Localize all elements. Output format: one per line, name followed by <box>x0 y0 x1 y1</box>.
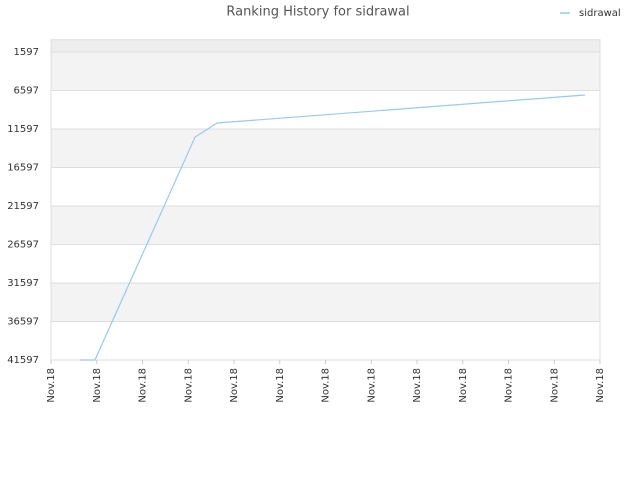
x-tick-label: Nov.18 <box>321 368 332 403</box>
y-tick-label: 16597 <box>7 162 39 173</box>
y-tick-label: 21597 <box>7 201 39 212</box>
grid-band <box>51 128 600 168</box>
x-tick-label: Nov.18 <box>412 368 423 403</box>
grid-band <box>51 282 600 322</box>
data-line <box>79 94 585 361</box>
x-tick-label: Nov.18 <box>183 368 194 403</box>
y-tick-label: 11597 <box>7 124 39 135</box>
y-tick-label: 36597 <box>7 316 39 327</box>
x-tick-label: Nov.18 <box>366 368 377 403</box>
chart-title: Ranking History for sidrawal <box>226 5 409 20</box>
x-tick-label: Nov.18 <box>275 368 286 403</box>
grid-band <box>51 51 600 91</box>
x-tick-label: Nov.18 <box>458 368 469 403</box>
x-tick-label: Nov.18 <box>46 368 57 403</box>
grid-band <box>51 205 600 245</box>
y-tick-label: 26597 <box>7 239 39 250</box>
x-tick-label: Nov.18 <box>549 368 560 403</box>
top-band <box>51 39 600 52</box>
x-tick-label: Nov.18 <box>595 368 606 403</box>
y-tick-label: 1597 <box>14 47 39 58</box>
x-tick-label: Nov.18 <box>229 368 240 403</box>
y-tick-label: 6597 <box>14 85 39 96</box>
x-tick-label: Nov.18 <box>138 368 149 403</box>
y-tick-label: 31597 <box>7 278 39 289</box>
x-tick-label: Nov.18 <box>92 368 103 403</box>
legend-label: sidrawal <box>579 8 621 19</box>
y-tick-label: 41597 <box>7 355 39 366</box>
x-tick-label: Nov.18 <box>504 368 515 403</box>
